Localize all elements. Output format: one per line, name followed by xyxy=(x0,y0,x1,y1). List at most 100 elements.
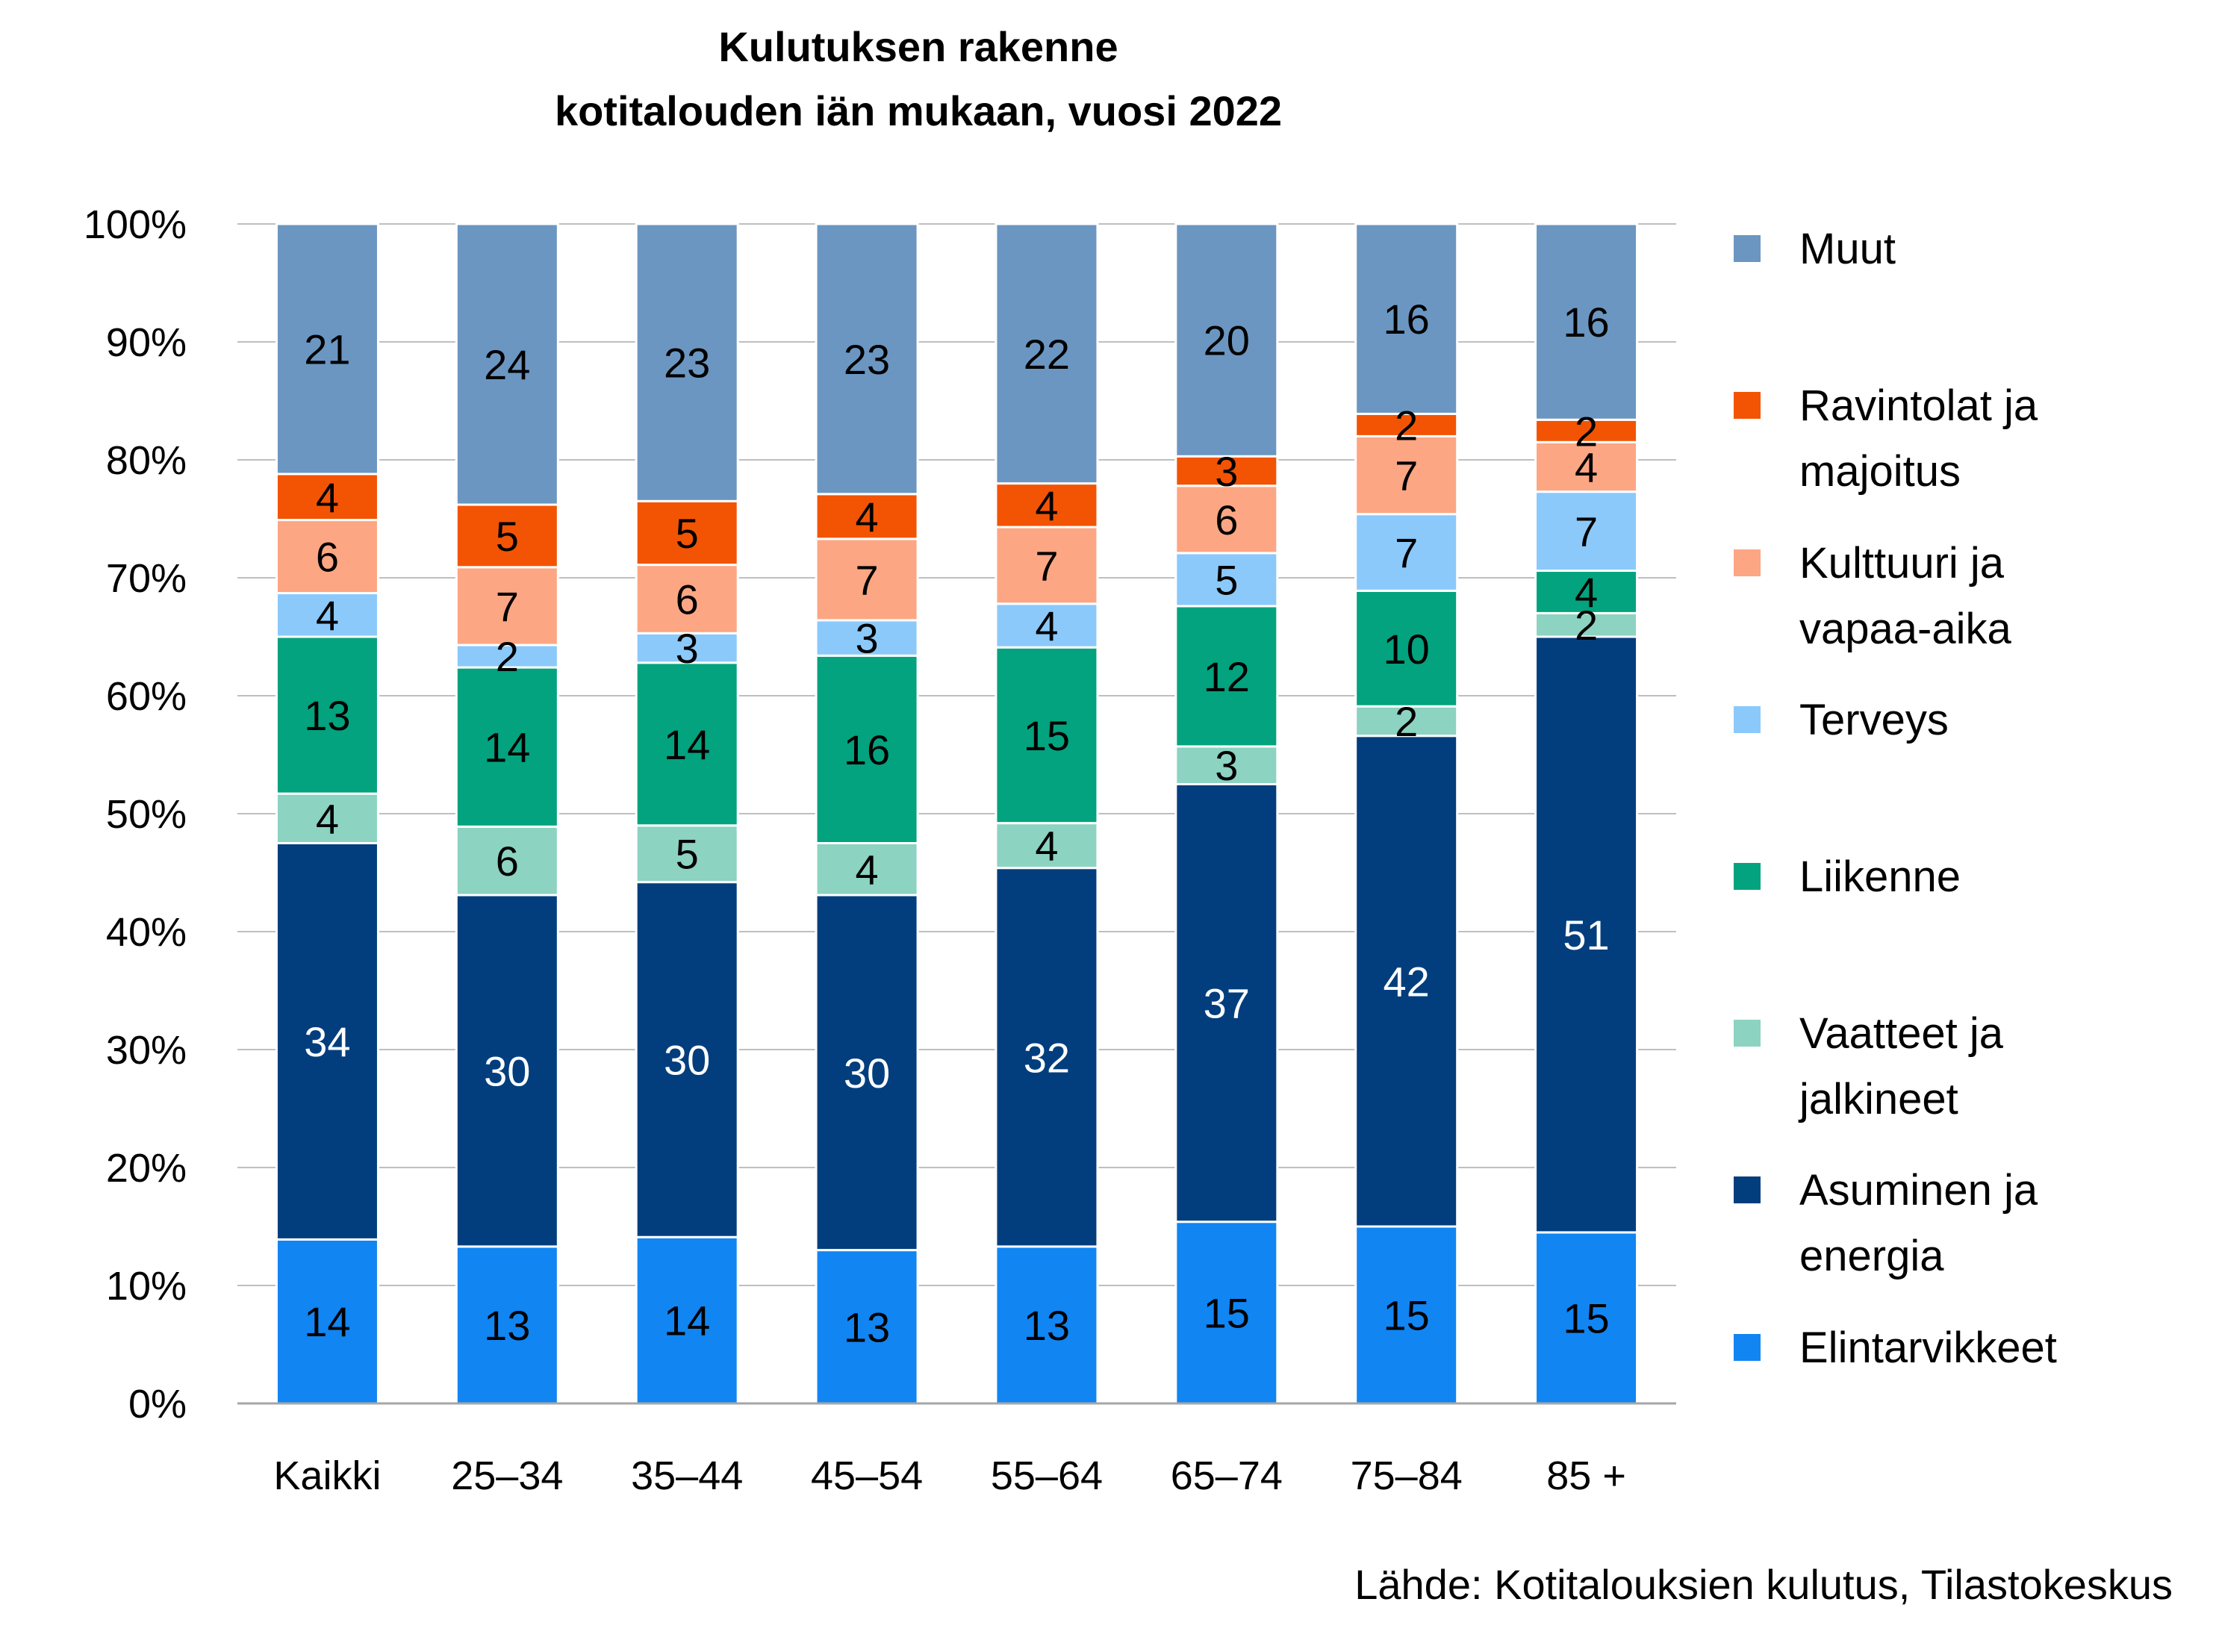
data-label: 4 xyxy=(855,846,878,893)
legend-item: Ravintolat ja majoitus xyxy=(1734,381,2038,496)
y-tick-label: 40% xyxy=(106,910,187,955)
data-label: 5 xyxy=(676,831,699,878)
data-label: 4 xyxy=(1575,443,1598,490)
bar-segment xyxy=(815,842,919,897)
data-label: 14 xyxy=(304,1298,350,1345)
bar-segment xyxy=(1534,440,1639,493)
legend-item: Asuminen ja energia xyxy=(1734,1166,2038,1280)
bar-segment xyxy=(995,1245,1099,1405)
y-tick-label: 70% xyxy=(106,556,187,601)
data-label: 7 xyxy=(1395,452,1418,499)
x-tick-label: 45–54 xyxy=(811,1453,923,1498)
data-label: 6 xyxy=(316,534,339,581)
data-label: 2 xyxy=(496,633,519,680)
y-tick-label: 10% xyxy=(106,1264,187,1309)
bar-segment xyxy=(635,824,739,884)
data-label: 42 xyxy=(1384,958,1430,1005)
bar-segment xyxy=(1354,705,1459,738)
bar-segment xyxy=(1174,783,1279,1224)
data-label: 15 xyxy=(1384,1292,1430,1339)
bar-segment xyxy=(635,661,739,827)
legend-item: Vaatteet ja jalkineet xyxy=(1734,1009,2004,1123)
y-tick-label: 60% xyxy=(106,674,187,719)
data-label: 6 xyxy=(1215,496,1238,543)
data-label: 4 xyxy=(1035,482,1058,529)
bar-segment xyxy=(275,592,379,638)
legend-swatch xyxy=(1734,706,1761,733)
bar-segment xyxy=(1174,605,1279,748)
data-label: 30 xyxy=(844,1050,890,1097)
bar-segment xyxy=(1534,570,1639,614)
legend-swatch xyxy=(1734,549,1761,576)
x-tick-label: 55–64 xyxy=(991,1453,1103,1498)
legend-swatch xyxy=(1734,1020,1761,1047)
legend-swatch xyxy=(1734,863,1761,890)
data-label: 51 xyxy=(1563,911,1609,959)
data-label: 4 xyxy=(1035,823,1058,870)
bar-segment xyxy=(1534,611,1639,638)
chart-subtitle: kotitalouden iän mukaan, vuosi 2022 xyxy=(555,87,1282,134)
data-label: 16 xyxy=(1384,296,1430,343)
legend-swatch xyxy=(1734,1334,1761,1361)
data-label: 4 xyxy=(855,493,878,540)
bar-segment xyxy=(275,842,379,1241)
bar-segment xyxy=(275,1238,379,1405)
data-label: 2 xyxy=(1395,402,1418,449)
bar-segment xyxy=(815,654,919,845)
data-label: 2 xyxy=(1575,602,1598,649)
bar-segment xyxy=(1354,412,1459,437)
data-label: 30 xyxy=(664,1036,710,1083)
data-label: 7 xyxy=(1395,529,1418,576)
bar-segment xyxy=(635,881,739,1238)
legend-swatch xyxy=(1734,1176,1761,1203)
legend-label: Kulttuuri ja xyxy=(1799,539,2005,587)
data-label: 4 xyxy=(316,474,339,521)
data-label: 4 xyxy=(316,592,339,639)
y-tick-label: 90% xyxy=(106,320,187,365)
bars xyxy=(275,222,1639,1405)
legend-item: Terveys xyxy=(1734,696,1949,744)
legend-label: Ravintolat ja xyxy=(1799,381,2038,430)
data-label: 5 xyxy=(1215,556,1238,603)
bar-segment xyxy=(815,619,919,657)
bar-segment xyxy=(455,825,559,897)
data-label: 3 xyxy=(1215,448,1238,495)
legend: Muut Ravintolat ja majoitus Kulttuuri ja vap… xyxy=(1734,225,2057,1372)
data-label: 14 xyxy=(484,724,530,771)
legend-label: Vaatteet ja xyxy=(1799,1009,2004,1058)
data-label: 4 xyxy=(1035,602,1058,649)
bar-segment xyxy=(1534,1231,1639,1405)
data-label: 16 xyxy=(1563,299,1609,346)
data-label: 34 xyxy=(304,1018,350,1065)
data-label: 2 xyxy=(1575,408,1598,455)
bar-segment xyxy=(275,222,379,476)
data-label: 23 xyxy=(844,336,890,383)
bar-segment xyxy=(1174,484,1279,555)
data-label: 3 xyxy=(1215,742,1238,789)
bar-segment xyxy=(275,635,379,795)
legend-label: Muut xyxy=(1799,225,1896,273)
data-label: 32 xyxy=(1024,1034,1070,1081)
data-label: 23 xyxy=(664,340,710,387)
x-tick-label: 75–84 xyxy=(1351,1453,1463,1498)
bar-segment xyxy=(995,646,1099,825)
data-label: 13 xyxy=(484,1302,530,1349)
legend-item: Liikenne xyxy=(1734,853,1961,901)
data-label: 7 xyxy=(855,556,878,603)
legend-item: Kulttuuri ja vapaa-aika xyxy=(1734,539,2011,653)
legend-label: Asuminen ja xyxy=(1799,1166,2038,1215)
y-tick-label: 100% xyxy=(84,202,187,247)
y-tick-label: 80% xyxy=(106,438,187,483)
bar-segment xyxy=(1534,222,1639,421)
legend-label: energia xyxy=(1799,1232,1944,1280)
bar-segment xyxy=(455,1245,559,1405)
bar-segment xyxy=(1174,222,1279,458)
bar-segment xyxy=(995,482,1099,529)
data-label: 2 xyxy=(1395,698,1418,745)
legend-label: jalkineet xyxy=(1798,1075,1958,1123)
bar-segment xyxy=(995,822,1099,870)
data-label: 37 xyxy=(1204,980,1250,1027)
data-label: 13 xyxy=(844,1303,890,1350)
legend-label: Elintarvikkeet xyxy=(1799,1324,2057,1372)
legend-swatch xyxy=(1734,392,1761,419)
